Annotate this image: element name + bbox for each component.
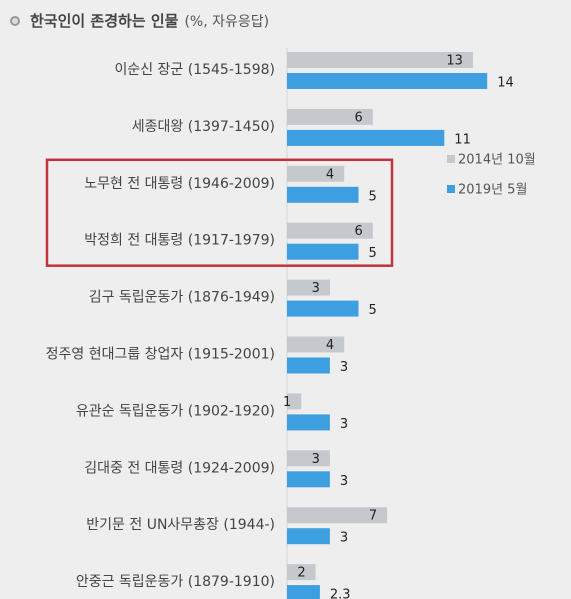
value-label-2019: 3 <box>340 360 348 375</box>
value-label-2019: 11 <box>454 132 471 147</box>
value-label-2014: 4 <box>326 167 334 182</box>
bar-2019 <box>287 414 330 431</box>
bar-2014 <box>287 507 388 524</box>
category-label: 안중근 독립운동가 (1879-1910) <box>76 574 275 590</box>
category-label: 김구 독립운동가 (1876-1949) <box>89 290 275 306</box>
category-label: 박정희 전 대통령 (1917-1979) <box>84 233 275 249</box>
bar-2019 <box>287 186 359 203</box>
value-label-2014: 2 <box>297 566 305 581</box>
category-label: 반기문 전 UN사무총장 (1944-) <box>86 517 275 533</box>
bar-2014 <box>287 108 373 125</box>
bar-2014 <box>287 165 345 182</box>
value-label-2014: 13 <box>446 54 463 69</box>
legend-swatch <box>447 185 455 193</box>
value-label-2019: 3 <box>340 474 348 489</box>
value-label-2014: 3 <box>312 281 320 296</box>
chart-title: 한국인이 존경하는 인물 <box>30 12 179 30</box>
bar-2014 <box>287 336 345 353</box>
value-label-2014: 3 <box>312 452 320 467</box>
value-label-2019: 2.3 <box>330 588 351 599</box>
value-label-2014: 7 <box>369 509 377 524</box>
value-label-2019: 14 <box>497 76 514 91</box>
bar-2019 <box>287 471 330 488</box>
value-label-2019: 5 <box>369 246 377 261</box>
title-bullet-icon <box>10 15 20 26</box>
legend-label: 2014년 10월 <box>458 153 536 168</box>
value-label-2019: 5 <box>369 189 377 204</box>
value-label-2014: 6 <box>355 224 363 239</box>
highlight-box <box>45 158 394 267</box>
bar-2019 <box>287 585 320 599</box>
chart-title-row: 한국인이 존경하는 인물 (%, 자유응답) <box>10 10 269 31</box>
category-label: 세종대왕 (1397-1450) <box>132 119 275 135</box>
bar-2019 <box>287 243 359 260</box>
legend-swatch <box>447 155 455 163</box>
bar-2014 <box>287 393 302 410</box>
value-label-2014: 6 <box>355 110 363 125</box>
value-label-2014: 4 <box>326 338 334 353</box>
value-label-2019: 3 <box>340 531 348 546</box>
value-label-2014: 1 <box>283 395 291 410</box>
bar-2019 <box>287 300 359 317</box>
bar-2019 <box>287 129 445 146</box>
category-label: 노무현 전 대통령 (1946-2009) <box>84 176 275 192</box>
bar-2014 <box>287 564 316 581</box>
bar-2019 <box>287 357 330 374</box>
category-label: 정주영 현대그룹 창업자 (1915-2001) <box>46 347 275 363</box>
category-label: 유관순 독립운동가 (1902-1920) <box>76 403 275 419</box>
bar-2019 <box>287 73 488 89</box>
bar-2014 <box>287 222 373 239</box>
bar-2014 <box>287 450 330 467</box>
category-label: 김대중 전 대통령 (1924-2009) <box>84 460 275 476</box>
bar-2019 <box>287 528 330 545</box>
chart-title-note: (%, 자유응답) <box>184 13 270 30</box>
bar-2014 <box>287 279 330 296</box>
value-label-2019: 3 <box>340 417 348 432</box>
legend-label: 2019년 5월 <box>458 183 527 198</box>
bar-2014 <box>287 52 473 68</box>
category-label: 이순신 장군 (1545-1598) <box>114 62 275 78</box>
value-label-2019: 5 <box>369 303 377 318</box>
